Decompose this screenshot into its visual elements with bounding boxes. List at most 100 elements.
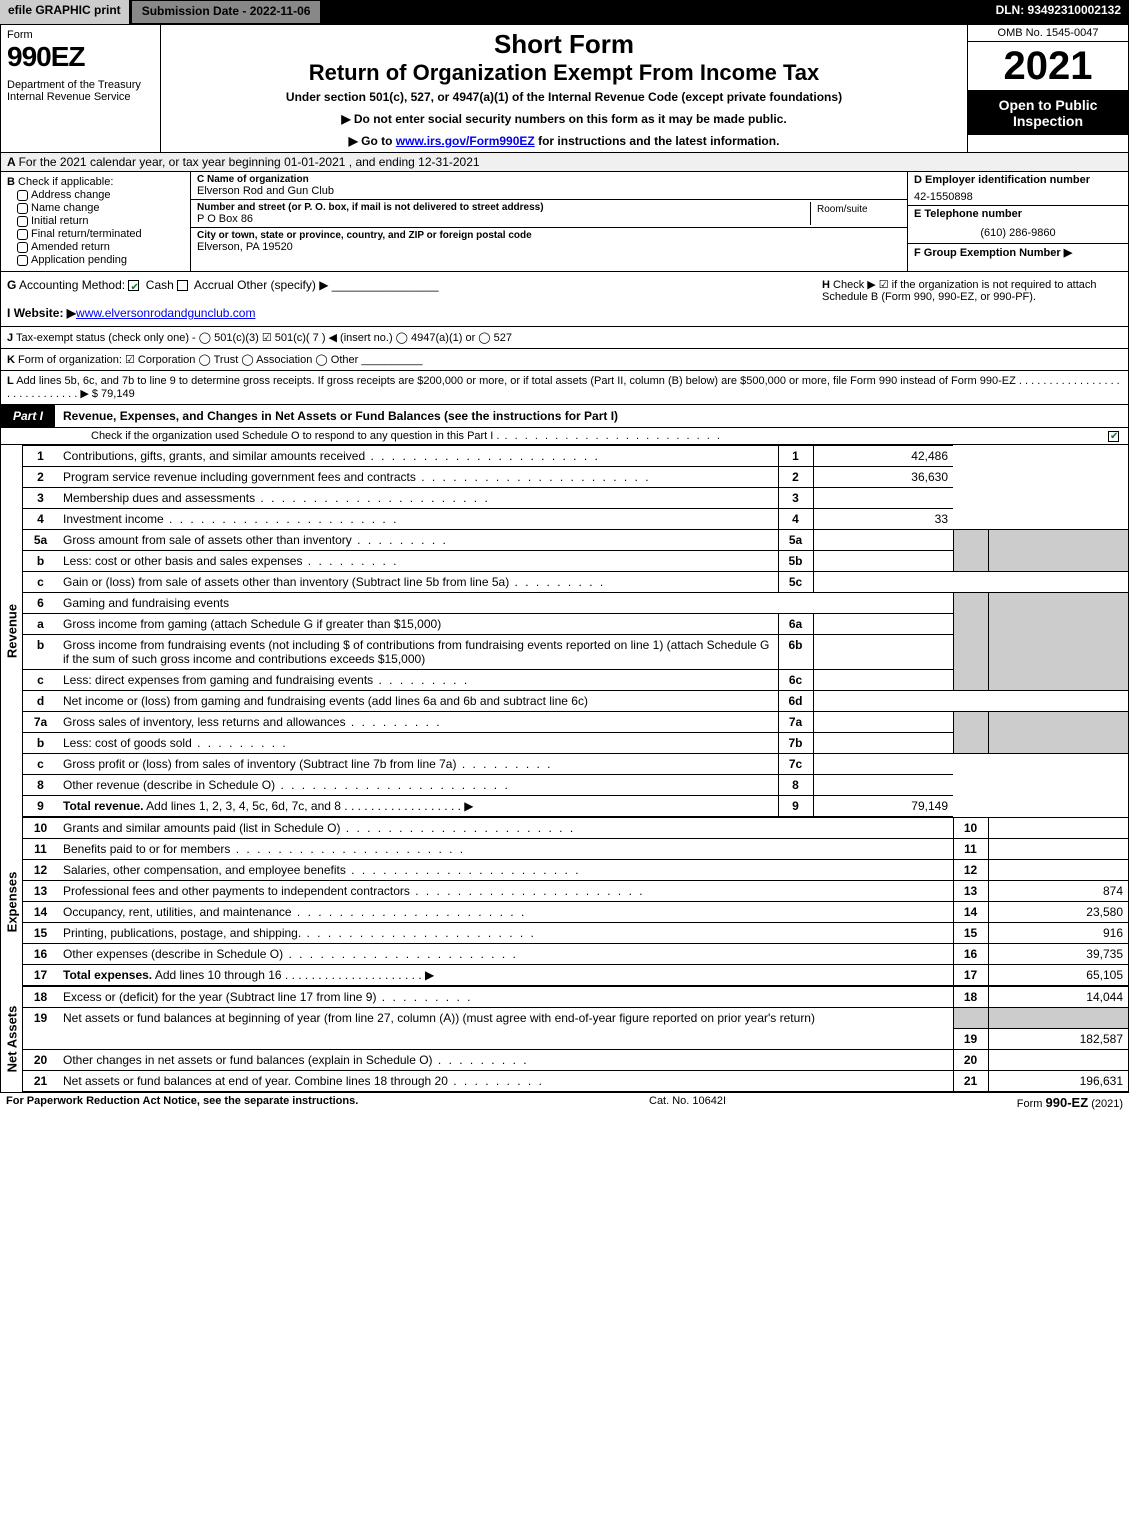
line-3-val (813, 488, 953, 509)
line-21-val: 196,631 (988, 1070, 1128, 1091)
section-def: D Employer identification number 42-1550… (908, 172, 1128, 271)
short-form-title: Short Form (169, 29, 959, 60)
line-19: Net assets or fund balances at beginning… (58, 1008, 953, 1029)
line-18-val: 14,044 (988, 987, 1128, 1008)
chk-name-change[interactable]: Name change (17, 202, 184, 214)
line-8: Other revenue (describe in Schedule O) (58, 775, 778, 796)
line-15: Printing, publications, postage, and shi… (58, 923, 953, 944)
line-17: Total expenses. Add lines 10 through 16 … (58, 965, 953, 986)
chk-accrual[interactable] (177, 280, 188, 291)
line-4-val: 33 (813, 509, 953, 530)
line-8-val (813, 775, 953, 796)
revenue-label: Revenue (1, 445, 23, 817)
chk-address-change[interactable]: Address change (17, 189, 184, 201)
line-7c-val (813, 754, 953, 775)
ein-label: D Employer identification number (908, 172, 1128, 189)
line-9: Total revenue. Total revenue. Add lines … (58, 796, 778, 817)
ssn-warning: ▶ Do not enter social security numbers o… (169, 112, 959, 126)
expenses-table: 10Grants and similar amounts paid (list … (23, 817, 1128, 986)
part-1-header: Part I Revenue, Expenses, and Changes in… (1, 405, 1128, 428)
goto-note: ▶ Go to www.irs.gov/Form990EZ for instru… (169, 134, 959, 148)
omb-number: OMB No. 1545-0047 (968, 25, 1128, 42)
line-5a: Gross amount from sale of assets other t… (58, 530, 778, 551)
section-b-label: Check if applicable: (18, 176, 113, 188)
phone: (610) 286-9860 (908, 223, 1128, 244)
subtitle: Under section 501(c), 527, or 4947(a)(1)… (169, 90, 959, 104)
line-6a: Gross income from gaming (attach Schedul… (58, 614, 778, 635)
org-name: Elverson Rod and Gun Club (197, 185, 334, 197)
ein: 42-1550898 (908, 189, 1128, 206)
section-c: C Name of organizationElverson Rod and G… (191, 172, 908, 271)
return-title: Return of Organization Exempt From Incom… (169, 60, 959, 86)
line-2-val: 36,630 (813, 467, 953, 488)
chk-initial-return[interactable]: Initial return (17, 215, 184, 227)
city-label: City or town, state or province, country… (197, 230, 532, 241)
top-bar: efile GRAPHIC print Submission Date - 20… (0, 0, 1129, 24)
efile-print-button[interactable]: efile GRAPHIC print (0, 0, 131, 24)
line-10: Grants and similar amounts paid (list in… (58, 818, 953, 839)
form-number: 990EZ (7, 41, 154, 73)
right-block: OMB No. 1545-0047 2021 Open to Public In… (968, 25, 1128, 152)
chk-schedule-o[interactable] (1108, 431, 1119, 442)
line-6d-val (813, 691, 953, 712)
line-13: Professional fees and other payments to … (58, 881, 953, 902)
line-14: Occupancy, rent, utilities, and maintena… (58, 902, 953, 923)
line-6b: Gross income from fundraising events (no… (58, 635, 778, 670)
cat-no: Cat. No. 10642I (649, 1095, 726, 1110)
chk-cash[interactable] (128, 280, 139, 291)
revenue-table: 1Contributions, gifts, grants, and simil… (23, 445, 1128, 817)
line-2: Program service revenue including govern… (58, 467, 778, 488)
line-6: Gaming and fundraising events (58, 593, 953, 614)
line-18: Excess or (deficit) for the year (Subtra… (58, 987, 953, 1008)
section-a-text: For the 2021 calendar year, or tax year … (19, 155, 480, 169)
line-13-val: 874 (988, 881, 1128, 902)
department: Department of the Treasury Internal Reve… (7, 79, 154, 103)
part-1-subtitle: Check if the organization used Schedule … (1, 428, 1128, 445)
form-990ez: Form 990EZ Department of the Treasury In… (0, 24, 1129, 1093)
line-7b: Less: cost of goods sold (58, 733, 778, 754)
chk-final-return[interactable]: Final return/terminated (17, 228, 184, 240)
line-5b: Less: cost or other basis and sales expe… (58, 551, 778, 572)
chk-amended-return[interactable]: Amended return (17, 241, 184, 253)
goto-pre: ▶ Go to (349, 134, 396, 148)
phone-label: E Telephone number (908, 206, 1128, 223)
line-5c-val (813, 572, 953, 593)
chk-application-pending[interactable]: Application pending (17, 254, 184, 266)
net-assets-label: Net Assets (1, 986, 23, 1092)
section-j: J Tax-exempt status (check only one) - ◯… (1, 327, 1128, 349)
title-block: Short Form Return of Organization Exempt… (161, 25, 968, 152)
section-g-h: G Accounting Method: Cash Accrual Other … (1, 272, 1128, 327)
line-21: Net assets or fund balances at end of ye… (58, 1070, 953, 1091)
line-14-val: 23,580 (988, 902, 1128, 923)
accounting-label: Accounting Method: (19, 278, 125, 292)
line-20-val (988, 1049, 1128, 1070)
line-1-val: 42,486 (813, 446, 953, 467)
line-4: Investment income (58, 509, 778, 530)
form-id-block: Form 990EZ Department of the Treasury In… (1, 25, 161, 152)
line-19-val: 182,587 (988, 1028, 1128, 1049)
goto-post: for instructions and the latest informat… (535, 134, 780, 148)
line-3: Membership dues and assessments (58, 488, 778, 509)
tax-year: 2021 (968, 42, 1128, 91)
line-16: Other expenses (describe in Schedule O) (58, 944, 953, 965)
line-11: Benefits paid to or for members (58, 839, 953, 860)
footer: For Paperwork Reduction Act Notice, see … (0, 1093, 1129, 1112)
irs-link[interactable]: www.irs.gov/Form990EZ (396, 134, 535, 148)
section-l: L Add lines 5b, 6c, and 7b to line 9 to … (1, 371, 1128, 405)
section-h: H Check ▶ ☑ if the organization is not r… (822, 278, 1122, 320)
line-7c: Gross profit or (loss) from sales of inv… (58, 754, 778, 775)
city-state-zip: Elverson, PA 19520 (197, 241, 293, 253)
line-6c: Less: direct expenses from gaming and fu… (58, 670, 778, 691)
dln: DLN: 93492310002132 (988, 0, 1129, 24)
form-label: Form (7, 29, 154, 41)
line-16-val: 39,735 (988, 944, 1128, 965)
paperwork-notice: For Paperwork Reduction Act Notice, see … (6, 1095, 358, 1110)
line-12: Salaries, other compensation, and employ… (58, 860, 953, 881)
website-link[interactable]: www.elversonrodandgunclub.com (76, 306, 255, 320)
line-9-val: 79,149 (813, 796, 953, 817)
line-10-val (988, 818, 1128, 839)
section-a: A For the 2021 calendar year, or tax yea… (1, 153, 1128, 172)
line-20: Other changes in net assets or fund bala… (58, 1049, 953, 1070)
form-ref: Form 990-EZ (2021) (1017, 1095, 1123, 1110)
section-k: K Form of organization: ☑ Corporation ◯ … (1, 349, 1128, 371)
